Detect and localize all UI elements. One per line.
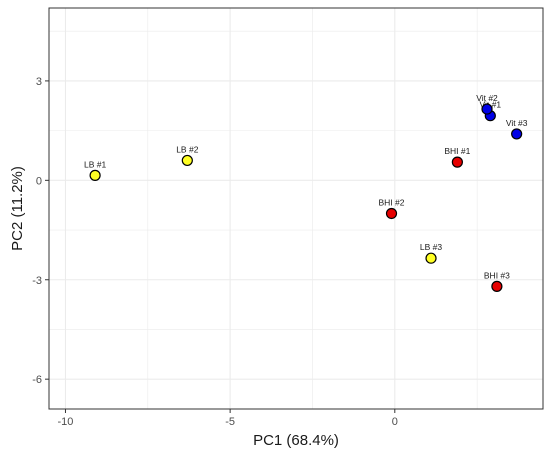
data-point [425, 252, 437, 264]
point-label: LB #1 [84, 159, 106, 169]
x-axis-title: PC1 (68.4%) [253, 432, 339, 449]
y-tick-label: -3 [32, 275, 42, 287]
x-tick-label: 0 [392, 416, 398, 428]
x-tick-label: -5 [225, 416, 235, 428]
panel-border [48, 7, 544, 410]
grid-major [49, 8, 543, 409]
data-point [89, 169, 101, 181]
y-tick-label: 3 [36, 76, 42, 88]
data-point [491, 280, 503, 292]
point-label: LB #2 [176, 144, 198, 154]
x-tick-label: -10 [58, 416, 74, 428]
grid-minor [49, 8, 543, 409]
data-point [481, 103, 493, 115]
point-label: LB #3 [420, 242, 442, 252]
y-tick-label: 0 [36, 175, 42, 187]
point-label: Vit #2 [476, 93, 498, 103]
point-label: BHI #3 [484, 270, 510, 280]
point-label: Vit #3 [506, 118, 528, 128]
y-axis-title: PC2 (11.2%) [9, 166, 26, 251]
data-point [511, 128, 523, 140]
data-point [451, 156, 463, 168]
data-point [181, 154, 193, 167]
data-point [385, 207, 398, 220]
point-label: BHI #1 [444, 146, 470, 156]
y-tick-label: -6 [32, 374, 42, 386]
point-label: BHI #2 [379, 197, 405, 207]
axis-ticks: -10 -5 0 -6 -3 0 3 [32, 76, 398, 428]
